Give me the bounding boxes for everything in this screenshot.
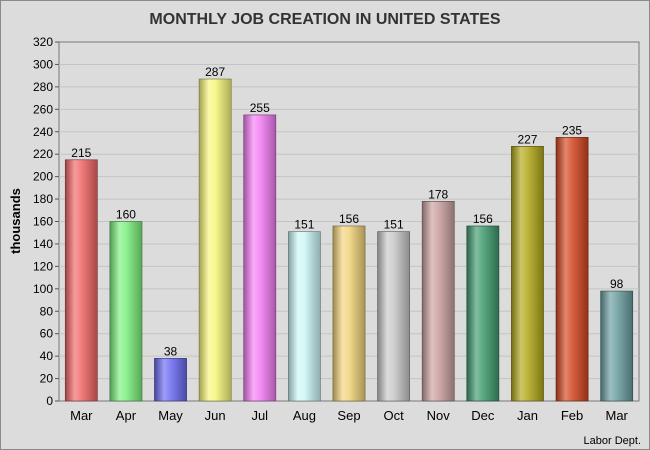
data-label: 227 <box>517 132 537 146</box>
x-tick-label: Dec <box>471 408 495 423</box>
y-axis-title: thousands <box>8 188 23 254</box>
y-tick-label: 320 <box>33 35 53 49</box>
y-tick-label: 120 <box>33 259 53 273</box>
x-tick-label: May <box>158 408 183 423</box>
data-label: 255 <box>250 101 270 115</box>
data-label: 235 <box>562 123 582 137</box>
y-tick-label: 140 <box>33 237 53 251</box>
bar-dec-9 <box>466 225 500 402</box>
x-tick-label: Jun <box>205 408 226 423</box>
bar-mar-12 <box>600 290 634 402</box>
y-axis-ticks: 0 20 40 60 80 100 120 140 160 180 200 220 240 260 280 3… <box>33 35 59 408</box>
y-tick-label: 220 <box>33 147 53 161</box>
bar-nov-8 <box>421 201 455 402</box>
y-tick-label: 260 <box>33 102 53 116</box>
x-tick-label: Nov <box>427 408 451 423</box>
y-tick-label: 0 <box>46 394 53 408</box>
data-label: 151 <box>294 218 314 232</box>
y-tick-label: 40 <box>40 349 54 363</box>
chart-title: MONTHLY JOB CREATION IN UNITED STATES <box>149 11 500 28</box>
data-label: 178 <box>428 187 448 201</box>
x-axis-labels: Mar Apr May Jun Jul Aug Sep Oct Nov Dec Jan Feb Mar <box>70 408 628 423</box>
bar-aug-5 <box>288 231 321 402</box>
bar-jul-4 <box>243 114 277 402</box>
x-tick-label: Jan <box>517 408 538 423</box>
x-tick-label: Feb <box>561 408 583 423</box>
x-tick-label: Oct <box>383 408 404 423</box>
y-tick-label: 100 <box>33 282 53 296</box>
y-tick-label: 20 <box>40 372 54 386</box>
x-tick-label: Sep <box>337 408 360 423</box>
bar-may-2 <box>154 358 187 402</box>
bar-mar-0 <box>64 159 98 402</box>
data-labels: 215 160 38 287 255 151 156 151 178 156 227 235 98 <box>71 65 623 358</box>
data-label: 287 <box>205 65 225 79</box>
x-tick-label: Jul <box>251 408 268 423</box>
bar-jan-10 <box>511 146 544 402</box>
data-label: 160 <box>116 208 136 222</box>
data-label: 156 <box>339 212 359 226</box>
y-tick-label: 300 <box>33 57 53 71</box>
y-tick-label: 160 <box>33 215 53 229</box>
data-label: 38 <box>164 344 178 358</box>
y-tick-label: 280 <box>33 80 53 94</box>
y-tick-label: 200 <box>33 170 53 184</box>
data-label: 98 <box>610 277 624 291</box>
bar-feb-11 <box>555 137 589 402</box>
x-tick-label: Apr <box>116 408 137 423</box>
y-tick-label: 80 <box>40 304 54 318</box>
bar-sep-6 <box>332 225 366 402</box>
bar-jun-3 <box>198 78 232 402</box>
bars <box>64 78 634 402</box>
data-label: 151 <box>384 218 404 232</box>
source-note: Labor Dept. <box>584 435 641 447</box>
bar-apr-1 <box>109 221 143 402</box>
x-tick-label: Mar <box>605 408 628 423</box>
y-tick-label: 60 <box>40 327 54 341</box>
data-label: 156 <box>473 212 493 226</box>
x-tick-label: Mar <box>70 408 93 423</box>
data-label: 215 <box>71 146 91 160</box>
y-tick-label: 180 <box>33 192 53 206</box>
x-tick-label: Aug <box>293 408 316 423</box>
bar-oct-7 <box>377 231 410 402</box>
y-tick-label: 240 <box>33 125 53 139</box>
